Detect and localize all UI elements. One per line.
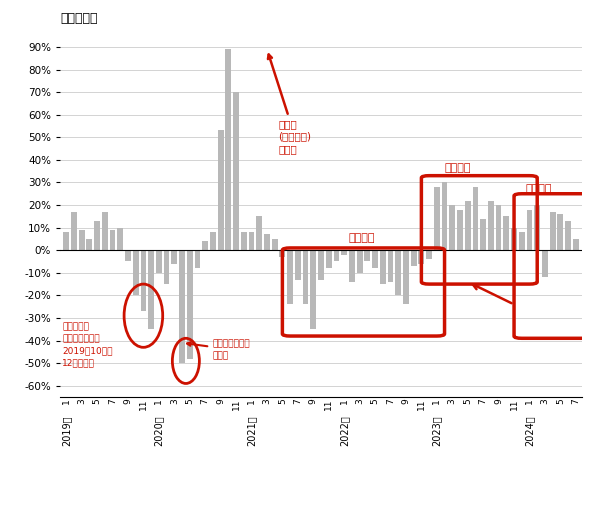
Bar [565, 221, 571, 250]
Bar [488, 201, 494, 250]
Bar [380, 250, 386, 284]
Text: 減少か？: 減少か？ [526, 184, 552, 194]
Bar [388, 250, 394, 282]
Bar [434, 187, 440, 250]
Text: 2019年: 2019年 [61, 415, 71, 445]
Text: やや減少: やや減少 [348, 234, 374, 243]
Bar [334, 250, 340, 262]
Bar [63, 232, 69, 250]
Text: 2022年: 2022年 [339, 415, 349, 446]
Bar [210, 232, 216, 250]
Bar [473, 187, 478, 250]
Bar [542, 250, 548, 277]
Bar [411, 250, 416, 266]
Bar [264, 234, 270, 250]
Bar [71, 212, 77, 250]
Bar [102, 212, 107, 250]
Bar [248, 232, 254, 250]
Bar [172, 250, 177, 264]
Bar [480, 218, 486, 250]
Bar [79, 230, 85, 250]
Bar [519, 232, 524, 250]
Bar [194, 250, 200, 268]
Bar [256, 216, 262, 250]
Bar [148, 250, 154, 329]
Bar [372, 250, 378, 268]
Bar [341, 250, 347, 254]
Bar [310, 250, 316, 329]
Text: 増加傾向: 増加傾向 [445, 163, 471, 174]
Bar [457, 210, 463, 250]
Bar [110, 230, 115, 250]
Text: 前年同月比: 前年同月比 [60, 12, 97, 25]
Bar [511, 228, 517, 250]
Bar [318, 250, 324, 279]
Bar [449, 205, 455, 250]
Bar [550, 212, 556, 250]
Bar [442, 182, 448, 250]
Bar [241, 232, 247, 250]
Bar [164, 250, 169, 284]
Bar [295, 250, 301, 279]
Bar [418, 250, 424, 264]
Bar [535, 205, 540, 250]
Text: 2023年: 2023年 [432, 415, 442, 446]
Bar [94, 221, 100, 250]
Bar [349, 250, 355, 282]
Bar [125, 250, 131, 262]
Bar [280, 250, 285, 257]
Bar [118, 228, 123, 250]
Bar [156, 250, 162, 273]
Text: 2024年: 2024年 [524, 415, 535, 446]
Text: 2021年: 2021年 [247, 415, 257, 446]
Text: 2020年: 2020年 [154, 415, 164, 446]
Bar [233, 92, 239, 250]
Bar [403, 250, 409, 304]
Text: コロナ第一波は
大幅減: コロナ第一波は 大幅減 [187, 339, 251, 360]
Bar [218, 130, 224, 250]
Bar [140, 250, 146, 311]
Bar [326, 250, 332, 268]
Bar [395, 250, 401, 295]
Bar [287, 250, 293, 304]
Bar [133, 250, 139, 295]
Bar [187, 250, 193, 359]
Text: 第一波
(前年同月)
の反動: 第一波 (前年同月) の反動 [268, 54, 311, 154]
Bar [86, 239, 92, 250]
Bar [202, 241, 208, 250]
Bar [503, 216, 509, 250]
Bar [496, 205, 502, 250]
Bar [573, 239, 579, 250]
Bar [226, 49, 231, 250]
Bar [426, 250, 432, 259]
Bar [465, 201, 470, 250]
Bar [179, 250, 185, 363]
Bar [357, 250, 362, 273]
Text: 台風による
タワマン水害で
2019年10月～
12月は減少: 台風による タワマン水害で 2019年10月～ 12月は減少 [62, 323, 113, 367]
Bar [527, 210, 532, 250]
Bar [302, 250, 308, 304]
Bar [557, 214, 563, 250]
Bar [364, 250, 370, 262]
Bar [272, 239, 278, 250]
